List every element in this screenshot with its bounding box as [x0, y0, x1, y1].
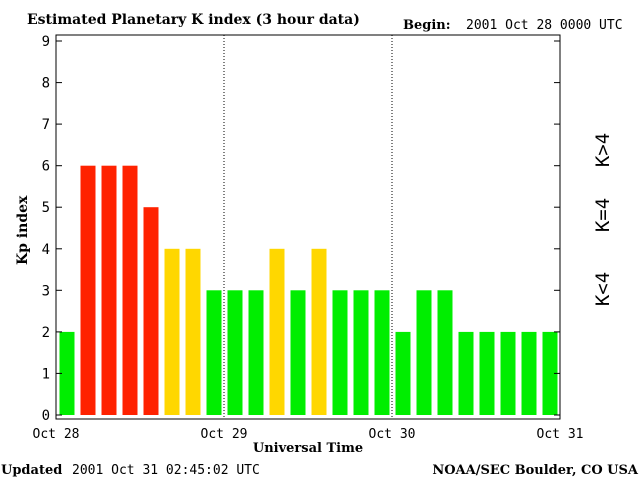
- kp-bar-10: [269, 248, 285, 415]
- kp-bar-23: [542, 331, 558, 415]
- kp-bar-17: [416, 290, 432, 415]
- x-axis-label: Universal Time: [253, 441, 363, 456]
- kp-bar-7: [206, 290, 222, 415]
- kp-bar-15: [374, 290, 390, 415]
- y-tick-label-0: 0: [42, 408, 50, 424]
- plot-area: [55, 34, 561, 420]
- begin-value: 2001 Oct 28 0000 UTC: [466, 18, 623, 33]
- kp-bar-9: [248, 290, 264, 415]
- kp-bar-5: [164, 248, 180, 415]
- x-axis: Oct 28 Oct 29 Oct 30 Oct 31: [33, 427, 584, 442]
- kp-bar-12: [311, 248, 327, 415]
- x-tick-label-2: Oct 30: [369, 427, 416, 442]
- kp-bar-0: [59, 331, 75, 415]
- kp-bar-20: [479, 331, 495, 415]
- kp-bar-22: [521, 331, 537, 415]
- kp-bar-2: [101, 165, 117, 415]
- y-tick-label-2: 2: [42, 325, 50, 341]
- y-tick-label-4: 4: [42, 242, 50, 258]
- begin-label: Begin:: [403, 18, 451, 33]
- footer-credit: NOAA/SEC Boulder, CO USA: [432, 463, 639, 478]
- y-tick-label-6: 6: [42, 159, 50, 175]
- kp-bar-13: [332, 290, 348, 415]
- kp-bar-14: [353, 290, 369, 415]
- x-tick-label-0: Oct 28: [33, 427, 80, 442]
- updated-value: 2001 Oct 31 02:45:02 UTC: [72, 463, 260, 478]
- kp-bar-19: [458, 331, 474, 415]
- y-tick-label-3: 3: [42, 283, 50, 299]
- y-tick-label-7: 7: [42, 117, 50, 133]
- kp-bar-6: [185, 248, 201, 415]
- y-axis-label: Kp index: [15, 195, 31, 265]
- y-tick-label-9: 9: [42, 34, 50, 50]
- kp-bar-1: [80, 165, 96, 415]
- kp-bar-18: [437, 290, 453, 415]
- y-tick-label-5: 5: [42, 200, 50, 216]
- chart-title: Estimated Planetary K index (3 hour data…: [27, 12, 360, 28]
- kp-bar-8: [227, 290, 243, 415]
- kp-bar-11: [290, 290, 306, 415]
- x-tick-label-3: Oct 31: [537, 427, 584, 442]
- kp-bar-3: [122, 165, 138, 415]
- kp-bar-21: [500, 331, 516, 415]
- bar-series: [59, 165, 558, 415]
- kp-bar-16: [395, 331, 411, 415]
- legend-low: K<4: [592, 272, 614, 306]
- y-tick-label-1: 1: [42, 366, 50, 382]
- kp-bar-4: [143, 207, 159, 415]
- y-axis: 0 1 2 3 4 5 6 7 8 9: [42, 34, 560, 424]
- y-tick-label-8: 8: [42, 76, 50, 92]
- legend-mid: K=4: [592, 198, 614, 232]
- x-tick-label-1: Oct 29: [201, 427, 248, 442]
- legend-high: K>4: [592, 133, 614, 167]
- updated-label: Updated: [1, 463, 62, 478]
